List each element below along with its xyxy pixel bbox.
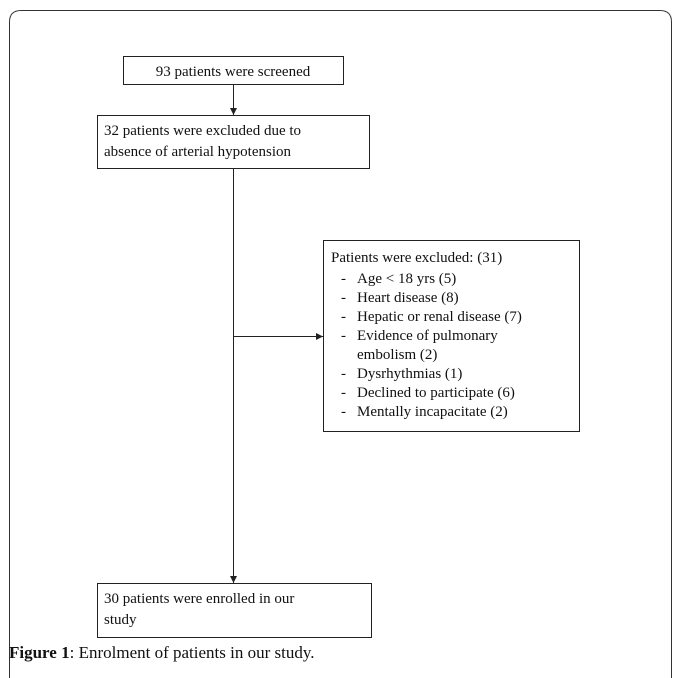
list-item: Mentally incapacitate (2) (357, 404, 508, 420)
frame (9, 10, 672, 678)
list-item: Heart disease (8) (357, 290, 459, 306)
caption: Figure 1: Enrolment of patients in our s… (9, 643, 315, 662)
bullet: - (341, 404, 346, 420)
list-item: Age < 18 yrs (5) (357, 271, 456, 287)
bullet: - (341, 309, 346, 325)
texts: 93 patients were screened 32 patients wer… (104, 64, 522, 628)
bullet: - (341, 366, 346, 382)
caption-text: : Enrolment of patients in our study. (70, 643, 315, 662)
list-item: embolism (2) (357, 347, 437, 363)
caption-label: Figure 1 (9, 643, 70, 662)
list-item: Declined to participate (6) (357, 385, 515, 401)
list-item: Dysrhythmias (1) (357, 366, 462, 382)
list-item: Evidence of pulmonary (357, 328, 498, 344)
node-text: study (104, 612, 137, 628)
bullet: - (341, 290, 346, 306)
list-item: Hepatic or renal disease (7) (357, 309, 522, 325)
node-text: 93 patients were screened (156, 64, 311, 80)
bullet: - (341, 328, 346, 344)
node-box (97, 115, 370, 169)
node-box (323, 240, 580, 432)
node-text: absence of arterial hypotension (104, 144, 292, 160)
node-text: 32 patients were excluded due to (104, 123, 301, 139)
node-box (97, 583, 372, 638)
node-title: Patients were excluded: (31) (331, 250, 502, 266)
bullet: - (341, 385, 346, 401)
node-text: 30 patients were enrolled in our (104, 591, 294, 607)
bullet: - (341, 271, 346, 287)
